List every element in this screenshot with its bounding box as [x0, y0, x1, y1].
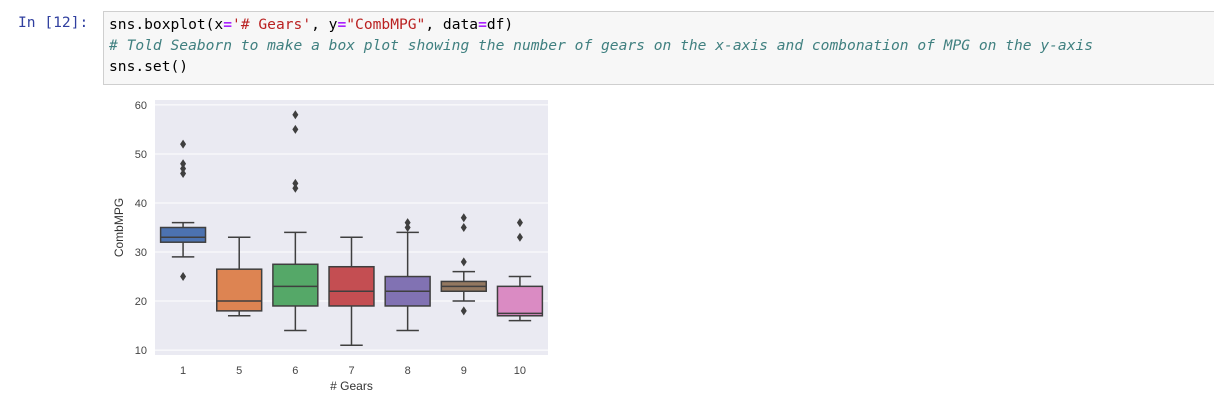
x-tick-label: 9 [461, 365, 467, 377]
x-tick-label: 8 [405, 365, 411, 377]
y-tick-label: 30 [135, 247, 147, 259]
outlier-point [460, 257, 467, 267]
code-line-set: sns.set() [109, 58, 189, 75]
outlier-point [180, 139, 187, 149]
code-token: = [478, 16, 487, 33]
outlier-point [516, 218, 523, 228]
outlier-point [180, 272, 187, 282]
box-6 [272, 263, 319, 307]
box-10 [496, 285, 544, 317]
y-tick-label: 60 [135, 100, 147, 112]
code-string: "CombMPG" [346, 16, 426, 33]
code-token: = [337, 16, 347, 33]
code-token: , data [425, 16, 479, 33]
boxplot-chart: 10 20 30 40 50 60 1 5 6 7 8 9 10 # Gears CombMPG [112, 100, 548, 393]
y-axis-label: CombMPG [112, 198, 126, 257]
code-token: df) [486, 16, 514, 33]
code-token: sns.boxplot(x [109, 16, 224, 33]
y-tick-label: 50 [135, 149, 147, 161]
box-1 [159, 226, 207, 243]
y-tick-label: 20 [135, 296, 147, 308]
x-tick-label: 7 [348, 365, 354, 377]
outlier-point [180, 169, 187, 179]
box-7 [328, 265, 375, 307]
code-line-boxplot: sns.boxplot(x='# Gears', y="CombMPG", da… [109, 15, 513, 35]
code-token: , y [311, 16, 338, 33]
outlier-point [460, 223, 467, 232]
outlier-point [180, 164, 187, 174]
y-tick-label: 10 [135, 345, 147, 357]
x-tick-label: 10 [514, 365, 526, 377]
outlier-point [180, 159, 187, 169]
code-line-comment: # Told Seaborn to make a box plot showin… [109, 37, 1094, 54]
x-axis-label: # Gears [330, 379, 373, 393]
outlier-point [292, 183, 299, 193]
box-5 [216, 268, 263, 312]
code-string: '# Gears' [232, 16, 312, 33]
code-token: = [223, 16, 233, 33]
outlier-point [460, 213, 467, 223]
outlier-point [404, 218, 411, 228]
x-tick-label: 1 [180, 365, 186, 377]
outlier-point [460, 306, 467, 316]
cell-output: 10 20 30 40 50 60 1 5 6 7 8 9 10 # Gears CombMPG [108, 96, 558, 398]
x-tick-label: 6 [292, 365, 298, 377]
outlier-point [292, 110, 299, 120]
cell-prompt: In [12]: [18, 14, 89, 31]
code-input-area[interactable]: sns.boxplot(x='# Gears', y="CombMPG", da… [103, 11, 1214, 85]
outlier-point [404, 223, 411, 232]
outlier-point [516, 232, 523, 242]
outlier-point [292, 178, 299, 188]
x-tick-label: 5 [236, 365, 242, 377]
outlier-point [292, 124, 299, 134]
y-tick-label: 40 [135, 198, 147, 210]
